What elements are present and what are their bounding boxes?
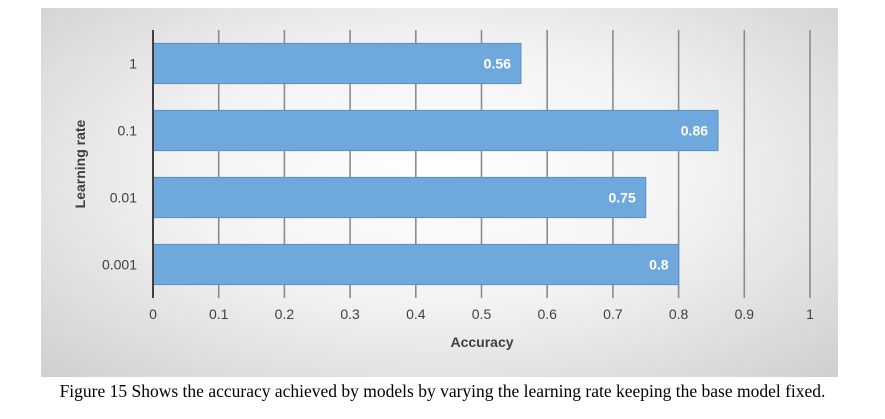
bar [152,42,522,85]
x-tick-label: 0 [149,306,157,322]
y-tick-labels: 1 0.1 0.01 0.001 [102,56,137,273]
bar [152,109,719,152]
x-tick-label: 1 [806,306,814,322]
x-tick-label: 0.3 [340,306,360,322]
bars [152,42,719,286]
y-axis-title: Learning rate [72,119,88,208]
x-axis-title: Accuracy [450,334,513,350]
x-tick-label: 0.1 [209,306,229,322]
data-label: 0.86 [681,123,708,139]
data-label: 0.8 [649,257,669,273]
bar [152,176,647,219]
data-label: 0.75 [609,190,636,206]
data-labels: 0.56 0.86 0.75 0.8 [484,56,709,273]
x-tick-label: 0.5 [472,306,492,322]
x-tick-label: 0.4 [406,306,426,322]
figure-caption: Figure 15 Shows the accuracy achieved by… [59,381,826,401]
y-tick-label: 1 [129,56,137,72]
x-tick-label: 0.2 [275,306,295,322]
chart-panel: 1 0.1 0.01 0.001 0 0.1 0.2 0.3 0.4 0.5 0.6 0.7 0.8 0… [41,8,838,377]
x-tick-label: 0.8 [669,306,689,322]
x-tick-label: 0.6 [537,306,557,322]
bar [152,243,680,286]
bar-chart: 10.10.010.001 0 0.1 0.2 0.3 0.4 0.5 0.6 0.7 0.8 0… [72,30,814,350]
y-tick-label: 0.001 [102,257,137,273]
x-tick-labels: 0 0.1 0.2 0.3 0.4 0.5 0.6 0.7 0.8 0.9 1 [149,306,814,322]
y-tick-label: 0.1 [118,123,138,139]
x-tick-label: 0.7 [603,306,623,322]
data-label: 0.56 [484,56,511,72]
x-tick-label: 0.9 [735,306,755,322]
y-tick-label: 0.01 [110,190,137,206]
